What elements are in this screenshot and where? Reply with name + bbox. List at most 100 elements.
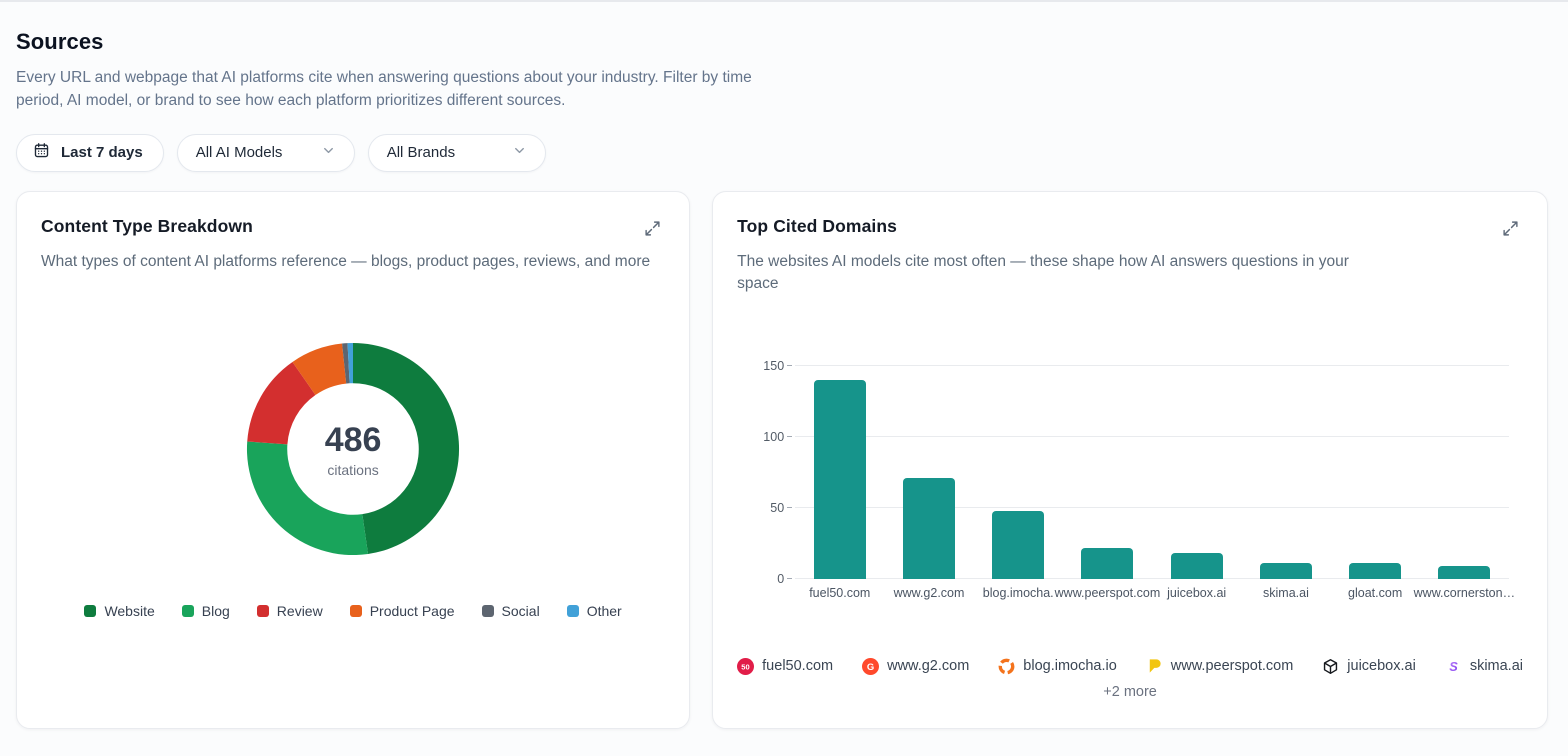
filter-bar: Last 7 days All AI Models All Brands [16, 133, 1548, 172]
x-axis-label-www.peerspot.com: www.peerspot.com [1054, 585, 1161, 600]
juicebox-favicon [1322, 658, 1339, 675]
bar-www.cornerston…[interactable] [1438, 566, 1491, 579]
chevron-down-icon [512, 143, 527, 162]
x-axis-label-juicebox.ai: juicebox.ai [1167, 585, 1227, 600]
donut-segment-blog[interactable] [247, 441, 369, 556]
bar-gloat.com[interactable] [1349, 563, 1402, 579]
domain-label: skima.ai [1469, 658, 1523, 675]
domain-item-fuel50.com[interactable]: 50 fuel50.com [737, 657, 834, 675]
gridline-0 [795, 577, 1509, 579]
date-range-label: Last 7 days [61, 144, 143, 162]
chevron-down-icon [321, 143, 336, 162]
bar-blog.imocha.[interactable] [992, 510, 1045, 579]
legend-swatch [181, 605, 194, 618]
fuel50-favicon: 50 [737, 657, 755, 675]
domain-label: juicebox.ai [1347, 658, 1416, 675]
bar-plot-area: 0 50 100 150 fuel50.com www.g2.com blog.imocha… [763, 352, 1515, 600]
svg-text:50: 50 [741, 662, 749, 671]
legend-item-blog[interactable]: Blog [181, 603, 230, 620]
bar-juicebox.ai[interactable] [1170, 553, 1223, 579]
legend-swatch [481, 605, 494, 618]
donut-svg [247, 343, 460, 556]
legend-item-review[interactable]: Review [256, 603, 323, 620]
g2-favicon: G [862, 657, 880, 675]
domain-item-juicebox.ai[interactable]: juicebox.ai [1322, 658, 1416, 675]
expand-icon[interactable] [640, 216, 665, 241]
x-axis-label-fuel50.com: fuel50.com [809, 585, 871, 600]
legend-swatch [349, 605, 362, 618]
imocha-favicon [998, 658, 1015, 675]
y-axis-tick-0: 0 [777, 572, 795, 586]
legend-item-social[interactable]: Social [481, 603, 540, 620]
expand-icon[interactable] [1498, 216, 1523, 241]
gridline-50 [795, 506, 1509, 508]
page-description: Every URL and webpage that AI platforms … [16, 69, 752, 109]
legend-label: Other [586, 603, 622, 620]
bar-www.g2.com[interactable] [903, 478, 955, 579]
y-axis-tick-50: 50 [770, 501, 795, 515]
legend-label: Social [501, 603, 540, 620]
legend-label: Product Page [369, 603, 455, 620]
donut-segment-website[interactable] [353, 343, 460, 555]
date-range-filter[interactable]: Last 7 days [16, 133, 164, 172]
legend-swatch [84, 605, 97, 618]
y-axis-tick-150: 150 [763, 359, 795, 373]
brand-filter[interactable]: All Brands [367, 133, 546, 172]
peerspot-favicon [1146, 658, 1163, 675]
donut-legend: Website Blog Review Product Page Social Other [41, 603, 665, 619]
top-cited-domains-card: Top Cited Domains The websites AI models… [712, 190, 1548, 729]
x-axis-label-www.cornerston…: www.cornerston… [1413, 585, 1516, 600]
legend-item-other[interactable]: Other [566, 603, 622, 620]
legend-item-product-page[interactable]: Product Page [349, 603, 455, 620]
legend-item-website[interactable]: Website [84, 603, 155, 620]
legend-label: Website [104, 603, 155, 620]
legend-label: Blog [201, 603, 230, 620]
donut-segment-review[interactable] [247, 362, 316, 445]
x-axis-label-www.g2.com: www.g2.com [893, 585, 965, 600]
donut-chart: 486 citations [245, 341, 461, 557]
more-domains-label[interactable]: +2 more [1103, 683, 1157, 700]
x-axis-label-skima.ai: skima.ai [1263, 585, 1309, 600]
domain-item-blog.imocha.io[interactable]: blog.imocha.io [998, 658, 1117, 675]
legend-label: Review [276, 603, 323, 620]
card-header: Content Type Breakdown [41, 216, 665, 241]
bar-chart: 0 50 100 150 fuel50.com www.g2.com blog.imocha… [763, 352, 1515, 600]
x-axis-label-gloat.com: gloat.com [1348, 585, 1403, 600]
legend-swatch [566, 605, 579, 618]
content-type-breakdown-card: Content Type Breakdown What types of con… [16, 190, 691, 729]
x-axis-label-blog.imocha.: blog.imocha. [982, 585, 1054, 600]
card-title: Top Cited Domains [737, 215, 898, 236]
ai-model-label: All AI Models [195, 144, 283, 162]
bar-fuel50.com[interactable] [813, 380, 866, 579]
gridline-150 [795, 364, 1509, 366]
calendar-icon [33, 142, 50, 163]
ai-model-filter[interactable]: All AI Models [176, 133, 355, 172]
y-axis-tick-100: 100 [763, 430, 795, 444]
skima-favicon: S [1445, 658, 1462, 675]
svg-text:S: S [1449, 659, 1458, 674]
bar-skima.ai[interactable] [1259, 563, 1312, 579]
card-subtitle: What types of content AI platforms refer… [41, 252, 651, 270]
gridline-100 [795, 435, 1509, 437]
card-header: Top Cited Domains [737, 216, 1523, 241]
card-title: Content Type Breakdown [41, 215, 253, 236]
donut-chart-area: 486 citations [41, 341, 665, 557]
domain-label: blog.imocha.io [1023, 658, 1117, 675]
card-subtitle: The websites AI models cite most often —… [737, 252, 1349, 293]
donut-segment-other[interactable] [347, 343, 354, 384]
donut-segment-product-page[interactable] [292, 343, 347, 396]
cards-grid: Content Type Breakdown What types of con… [16, 190, 1548, 729]
domain-item-www.peerspot.com[interactable]: www.peerspot.com [1146, 658, 1294, 675]
bar-www.peerspot.com[interactable] [1081, 547, 1134, 579]
domain-label: www.peerspot.com [1170, 658, 1294, 675]
svg-text:G: G [867, 662, 874, 673]
sources-page: Sources Every URL and webpage that AI pl… [0, 2, 1568, 729]
domain-label: fuel50.com [762, 658, 834, 675]
donut-segment-social[interactable] [342, 343, 350, 384]
page-title: Sources [16, 29, 104, 54]
domain-label: www.g2.com [887, 658, 970, 675]
legend-swatch [256, 605, 269, 618]
